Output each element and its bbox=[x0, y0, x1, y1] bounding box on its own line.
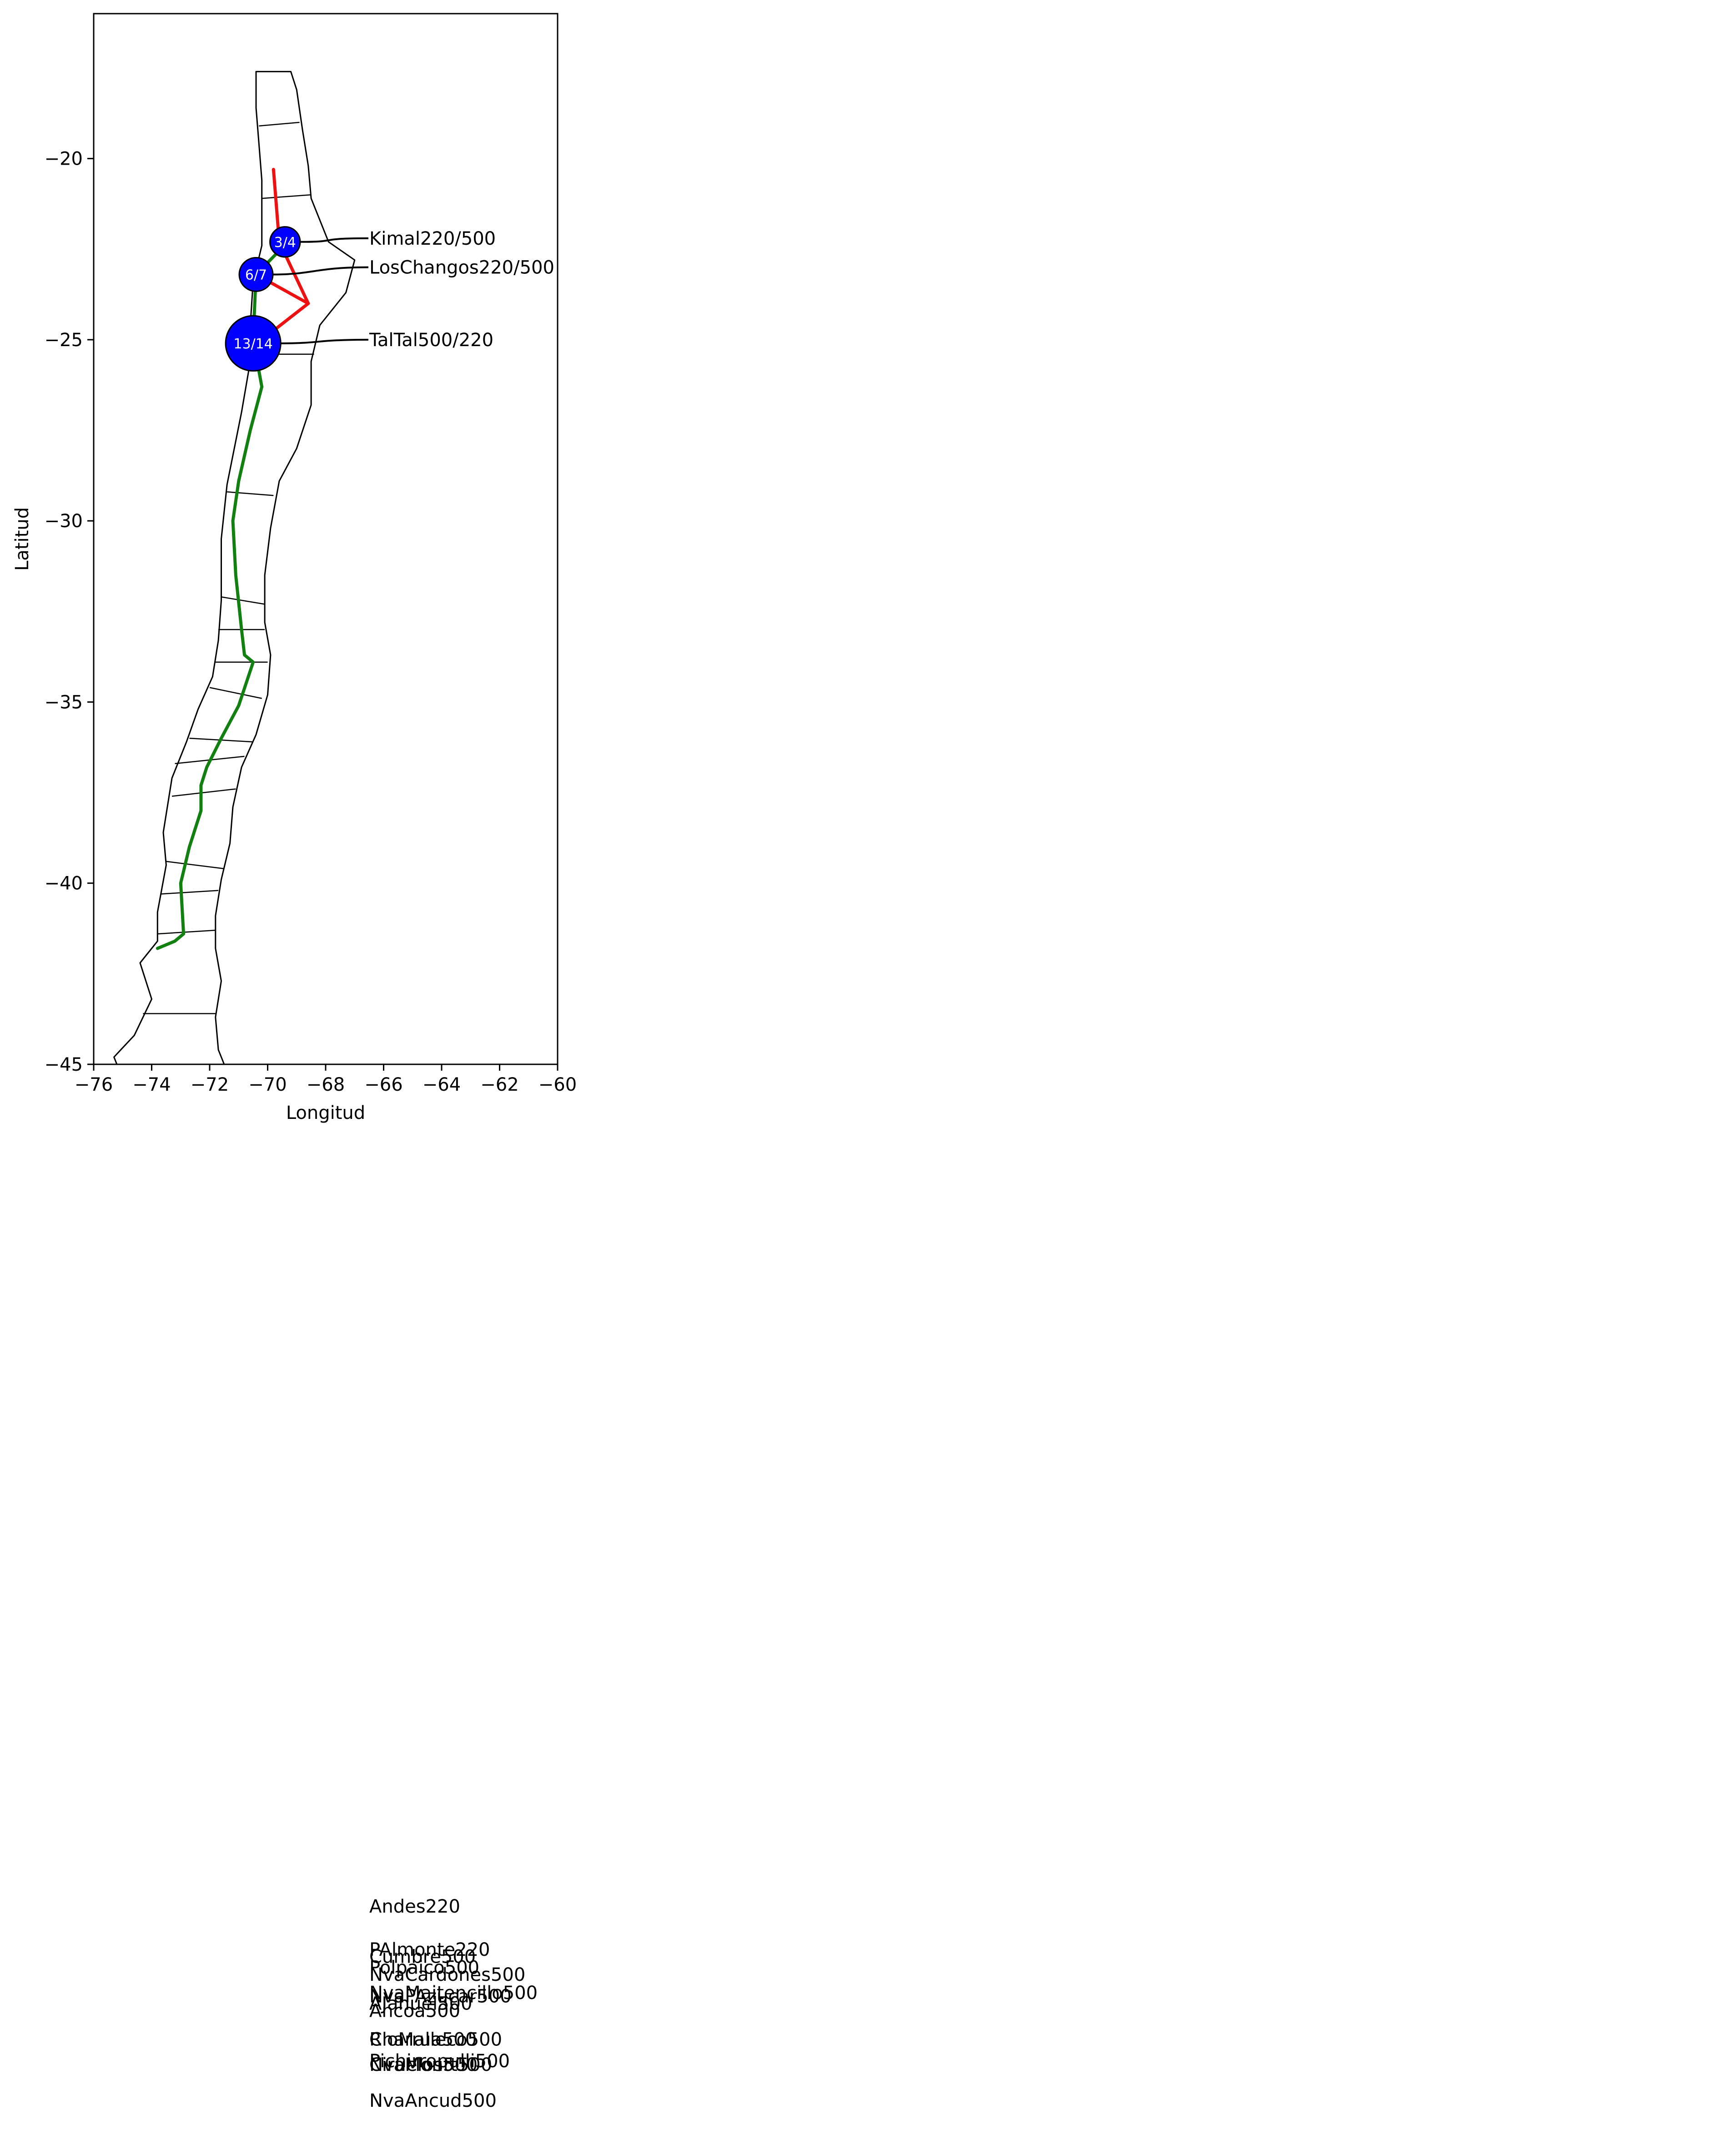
substation-node-0 bbox=[269, 226, 301, 258]
chile-outline bbox=[113, 70, 356, 1065]
region-border-4 bbox=[221, 596, 265, 605]
substation-node-label: 13/14 bbox=[233, 336, 272, 352]
overflow-node-label: NvaMaitencillo500 bbox=[369, 1983, 538, 2004]
callout-leader-0 bbox=[300, 237, 369, 243]
red-line-1 bbox=[254, 168, 310, 305]
node-labels: Kimal220/500 LosChangos220/500 TalTal500/2… bbox=[369, 228, 554, 2111]
overflow-node-label: NvaAncud500 bbox=[369, 2090, 497, 2111]
y-tick-label: −35 bbox=[45, 692, 83, 713]
x-tick-label: −70 bbox=[248, 1074, 287, 1095]
region-border-12 bbox=[160, 890, 219, 895]
y-tick-label: −30 bbox=[45, 511, 83, 532]
y-tick-label: −25 bbox=[45, 330, 83, 351]
overflow-node-label: Polpaico500 bbox=[369, 1957, 479, 1978]
y-axis-label: Latitud bbox=[12, 507, 33, 571]
x-tick-label: −62 bbox=[480, 1074, 518, 1095]
callout-label: Kimal220/500 bbox=[369, 228, 496, 249]
callout-leader-2 bbox=[281, 338, 369, 344]
region-borders bbox=[143, 121, 314, 1014]
overflow-node-label: Ancoa500 bbox=[369, 2000, 460, 2021]
overflow-node-label: Andes220 bbox=[369, 1896, 460, 1917]
overflow-node-label: RioMalleco500 bbox=[369, 2029, 502, 2050]
y-axis-ticks: −20 −25 −30 −35 −40 −45 bbox=[45, 149, 94, 1075]
callout-label: LosChangos220/500 bbox=[369, 257, 554, 278]
region-border-10 bbox=[171, 788, 236, 797]
overflow-node-label: PAlmonte220 bbox=[369, 1939, 490, 1960]
country-outline bbox=[113, 70, 356, 1065]
overflow-node-label: NvaMontt500 bbox=[369, 2054, 492, 2075]
x-tick-label: −60 bbox=[538, 1074, 577, 1095]
overflow-node-label: NvaCardones500 bbox=[369, 1964, 525, 1985]
substation-node-1 bbox=[238, 257, 274, 292]
region-border-13 bbox=[157, 930, 216, 935]
region-border-7 bbox=[209, 687, 262, 699]
green-line-0 bbox=[156, 240, 290, 950]
overflow-node-label: AJahuel500 bbox=[369, 1994, 472, 2014]
x-tick-label: −66 bbox=[364, 1074, 403, 1095]
substation-node-label: 3/4 bbox=[274, 235, 296, 251]
y-tick-label: −40 bbox=[45, 873, 83, 894]
substation-node-2 bbox=[225, 315, 282, 372]
region-border-3 bbox=[227, 491, 274, 496]
overflow-node-label: Charrua500 bbox=[369, 2029, 477, 2050]
overflow-node-label: Ciruelos500 bbox=[369, 2054, 478, 2075]
transmission-lines bbox=[156, 168, 310, 950]
substation-node-label: 6/7 bbox=[245, 267, 267, 283]
callout-label: TalTal500/220 bbox=[369, 330, 493, 351]
y-tick-label: −20 bbox=[45, 149, 83, 170]
callout-leaders bbox=[272, 237, 369, 344]
region-border-11 bbox=[166, 861, 225, 870]
overflow-node-label: Pichirropulli500 bbox=[369, 2051, 510, 2072]
x-tick-label: −72 bbox=[191, 1074, 229, 1095]
region-border-0 bbox=[259, 121, 300, 127]
overflow-node-label: NvaPAzucar500 bbox=[369, 1986, 512, 2007]
x-axis-ticks: −76 −74 −72 −70 −68 −66 −64 −62 −60 bbox=[75, 1064, 577, 1095]
substation-nodes: 3/4 6/7 13/14 bbox=[225, 226, 301, 372]
x-axis-label: Longitud bbox=[286, 1103, 365, 1123]
region-border-1 bbox=[262, 194, 312, 199]
axes-frame bbox=[93, 13, 559, 1065]
x-tick-label: −76 bbox=[75, 1074, 113, 1095]
callout-leader-1 bbox=[272, 266, 369, 276]
map-plot: 3/4 6/7 13/14 bbox=[113, 70, 369, 1065]
x-tick-label: −64 bbox=[423, 1074, 461, 1095]
x-tick-label: −68 bbox=[307, 1074, 345, 1095]
x-tick-label: −74 bbox=[132, 1074, 171, 1095]
overflow-node-label: Cumbre500 bbox=[369, 1947, 476, 1968]
y-tick-label: −45 bbox=[45, 1054, 83, 1075]
